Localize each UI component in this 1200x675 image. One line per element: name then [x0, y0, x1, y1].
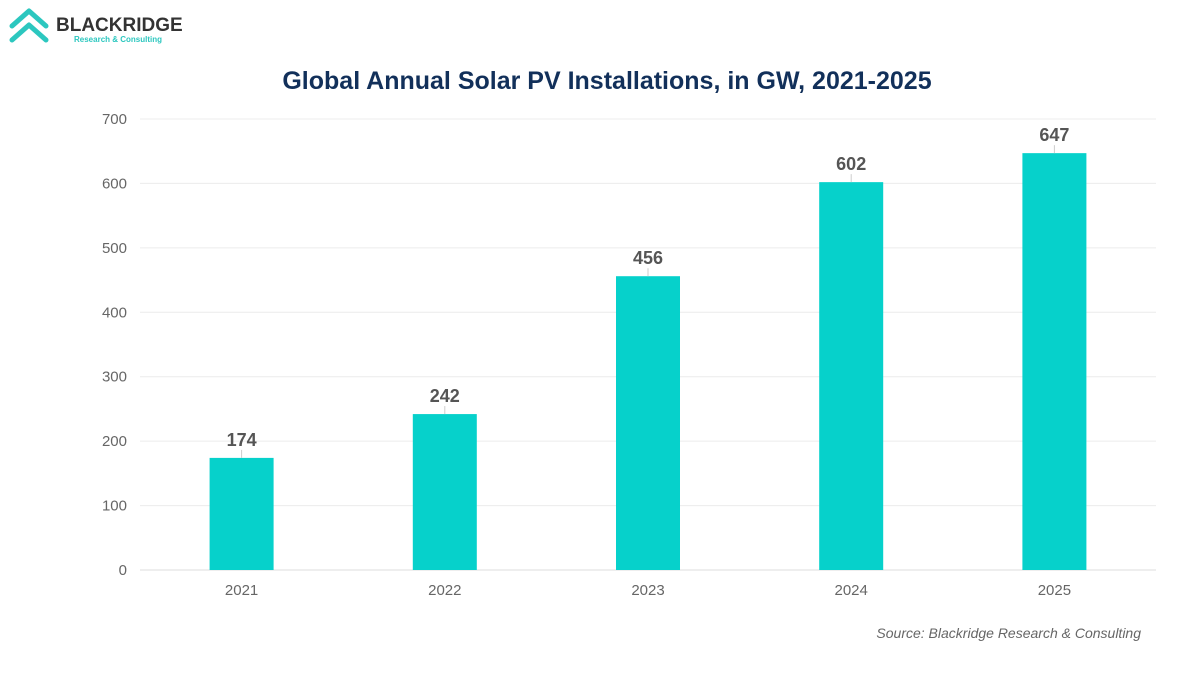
- logo-name: BLACKRIDGE: [56, 15, 183, 36]
- chart-title: Global Annual Solar PV Installations, in…: [282, 67, 931, 95]
- y-tick-label: 600: [102, 175, 127, 192]
- bar-2022: [412, 414, 477, 570]
- x-tick-label: 2025: [1038, 582, 1071, 599]
- x-tick-label: 2024: [835, 582, 868, 599]
- y-tick-label: 100: [102, 498, 127, 515]
- x-tick-label: 2021: [225, 582, 258, 599]
- y-tick-label: 0: [119, 562, 127, 579]
- y-tick-label: 400: [102, 304, 127, 321]
- x-axis: 2021 2022 2023 2024 2025: [225, 582, 1071, 599]
- x-tick-label: 2022: [428, 582, 461, 599]
- y-tick-label: 700: [102, 111, 127, 128]
- logo-tagline: Research & Consulting: [74, 35, 162, 44]
- x-tick-label: 2023: [631, 582, 664, 599]
- data-label: 242: [430, 386, 460, 406]
- bar-2021: [209, 457, 274, 570]
- y-tick-label: 500: [102, 240, 127, 257]
- data-label: 174: [227, 430, 257, 450]
- data-label: 456: [633, 248, 663, 268]
- logo: BLACKRIDGE Research & Consulting: [9, 8, 183, 44]
- logo-chevron-icon: [9, 8, 49, 43]
- y-tick-label: 300: [102, 369, 127, 386]
- y-axis: 0 100 200 300 400 500 600 700: [102, 111, 127, 579]
- y-tick-label: 200: [102, 433, 127, 450]
- data-label: 602: [836, 154, 866, 174]
- data-label: 647: [1039, 125, 1069, 145]
- bars: 174 242 456 602 647: [209, 125, 1087, 570]
- bar-2024: [819, 182, 884, 570]
- bar-2023: [616, 276, 680, 570]
- bar-2025: [1022, 153, 1087, 570]
- source-note: Source: Blackridge Research & Consulting: [876, 625, 1141, 641]
